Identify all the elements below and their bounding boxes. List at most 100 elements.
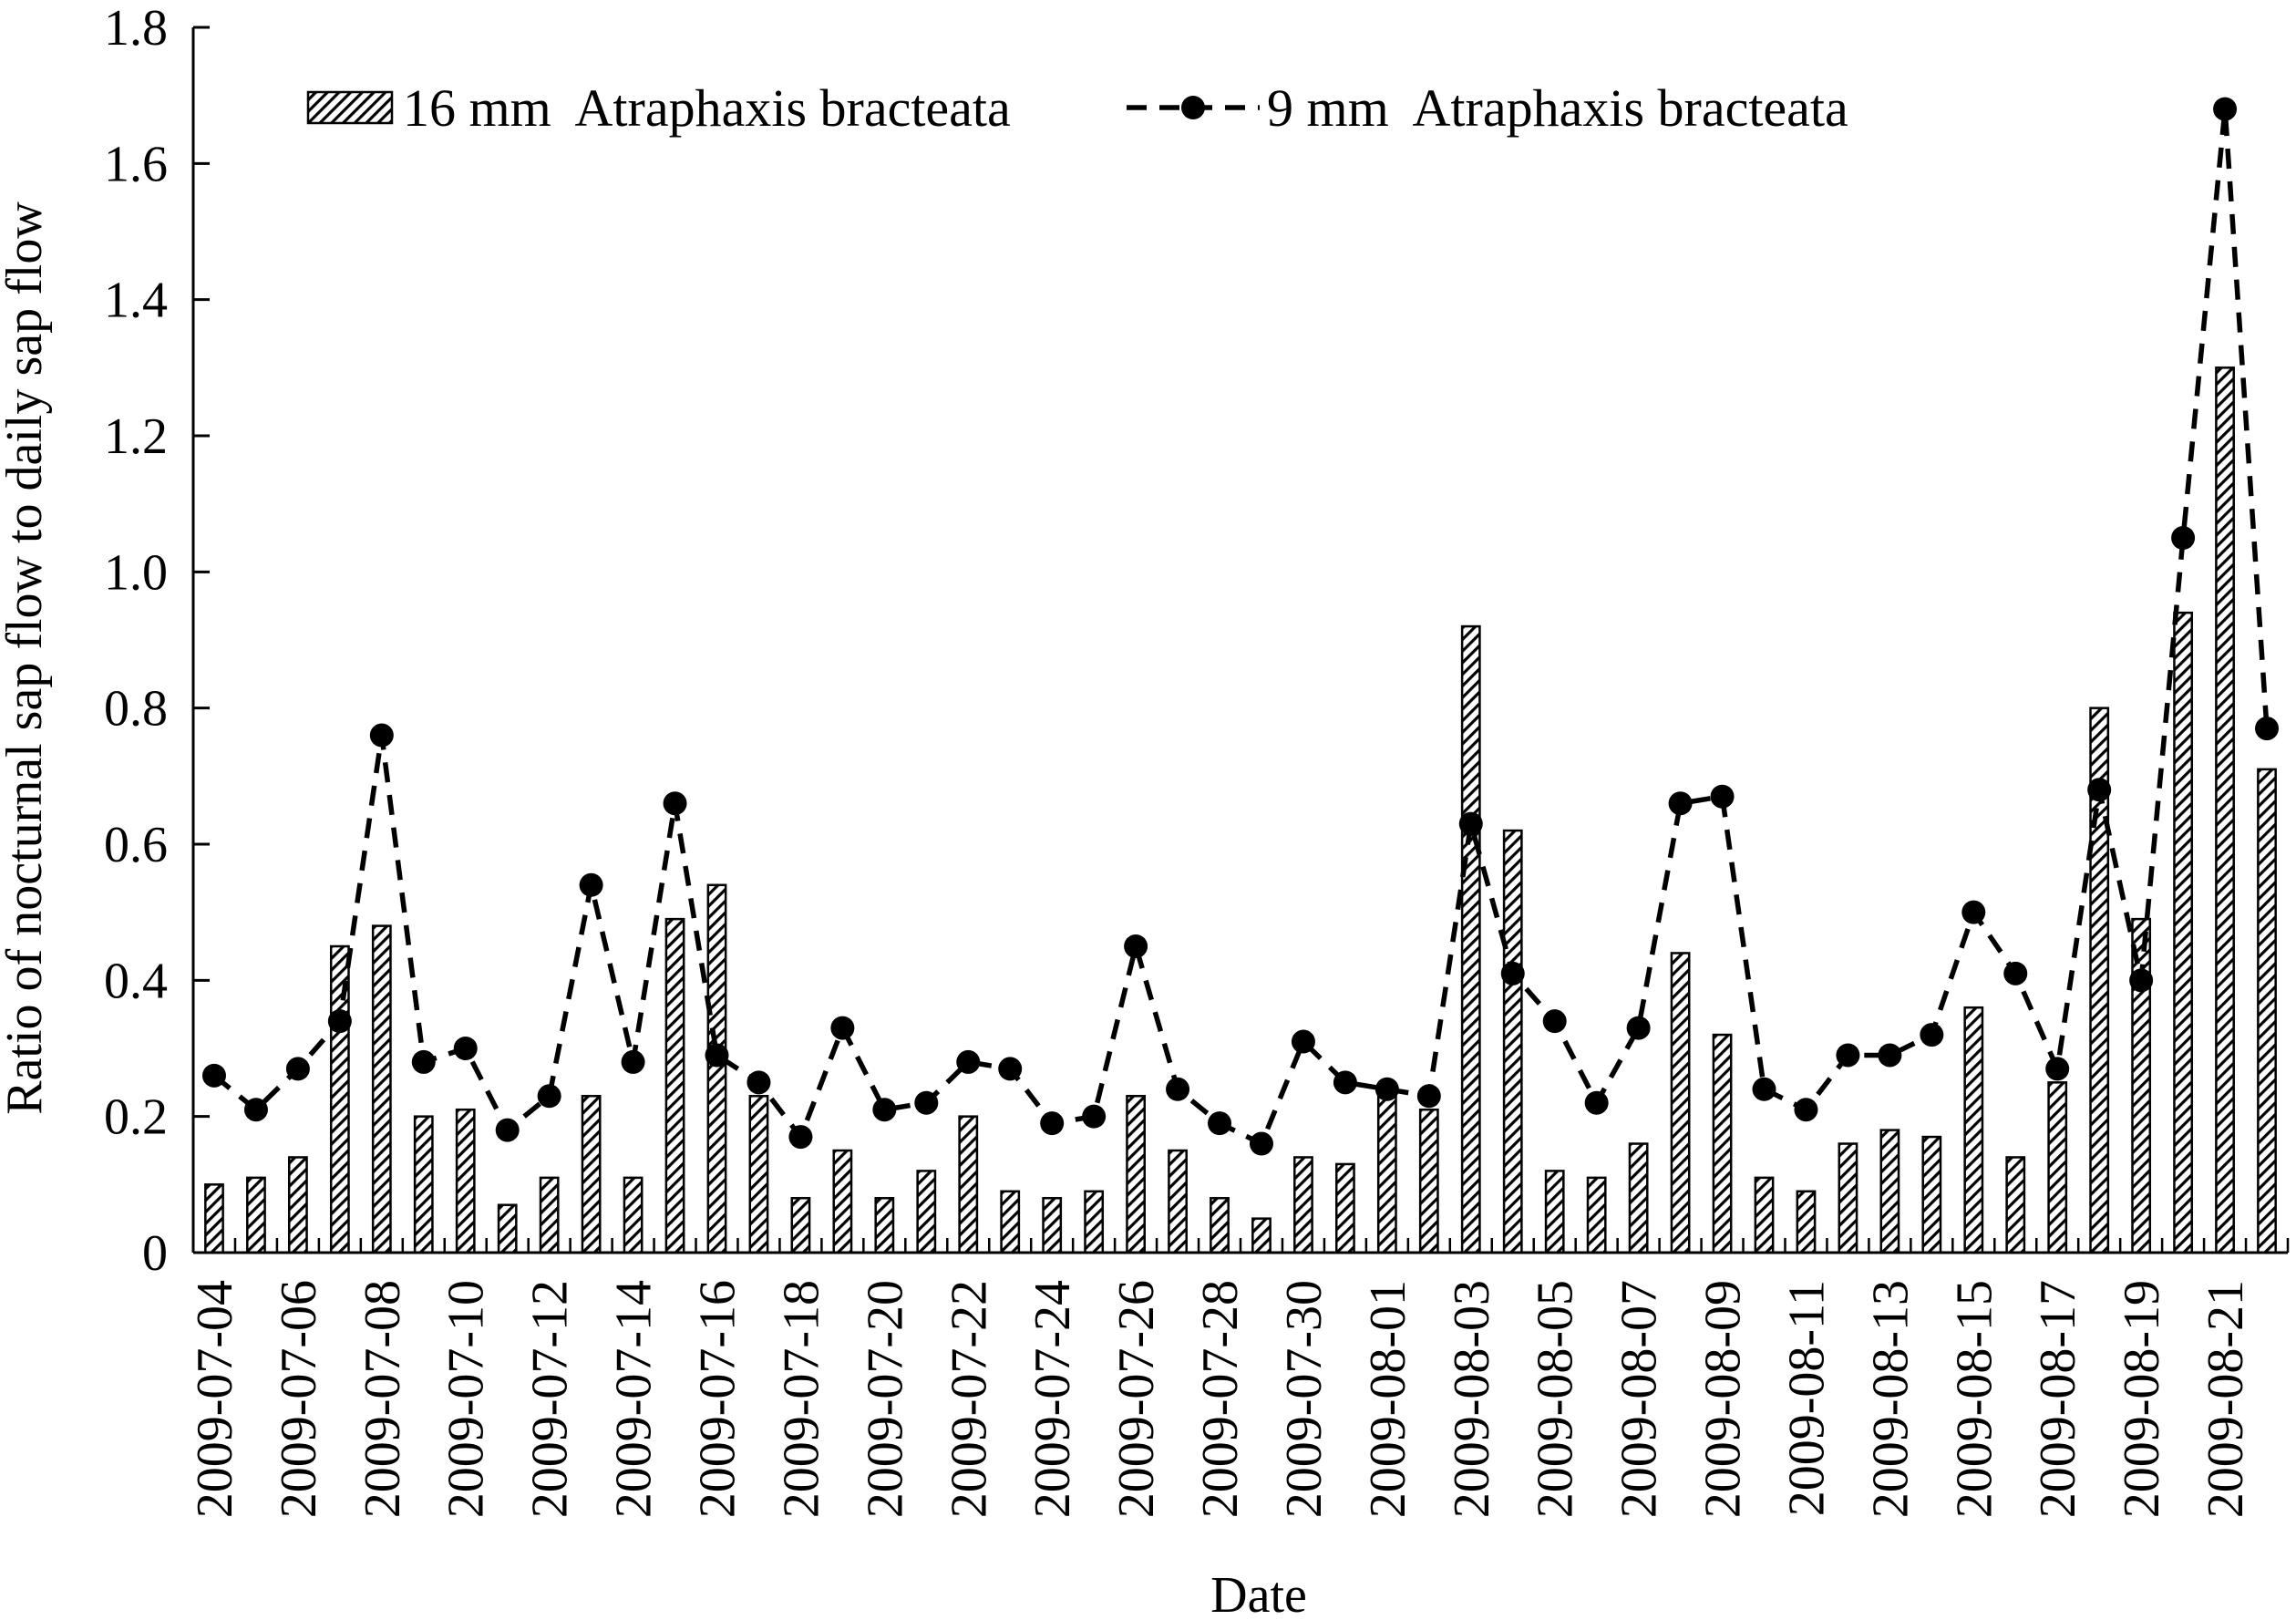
x-tick-label: 2009-08-01: [1360, 1280, 1416, 1518]
bar-16mm: [1210, 1197, 1230, 1254]
bar-16mm: [1168, 1149, 1188, 1254]
bar-16mm: [1126, 1095, 1147, 1254]
bar-16mm: [1000, 1190, 1021, 1254]
bar-16mm: [958, 1115, 979, 1254]
point-9mm: [495, 1118, 520, 1142]
x-tick-label: 2009-08-15: [1946, 1280, 2003, 1518]
point-9mm: [1626, 1016, 1651, 1040]
y-tick-label: 1.6: [104, 136, 168, 192]
x-tick-label: 2009-07-22: [941, 1280, 997, 1518]
x-tick-label: 2009-07-08: [355, 1280, 411, 1518]
bar-16mm: [664, 917, 685, 1254]
bar-16mm: [623, 1176, 643, 1254]
bar-16mm: [2215, 366, 2235, 1254]
y-tick-label: 0: [142, 1225, 168, 1282]
x-tick-label: 2009-07-12: [522, 1280, 579, 1518]
point-9mm: [1458, 811, 1483, 836]
bar-16mm: [2257, 768, 2277, 1254]
bar-16mm: [1460, 624, 1481, 1254]
point-9mm: [1584, 1090, 1609, 1115]
bar-16mm: [916, 1170, 937, 1254]
bar-16mm: [1334, 1162, 1355, 1254]
x-tick-label: 2009-07-30: [1276, 1280, 1333, 1518]
point-9mm: [2171, 526, 2196, 550]
point-9mm: [1208, 1111, 1232, 1136]
bar-16mm: [1084, 1190, 1105, 1254]
point-9mm: [243, 1098, 268, 1122]
bar-16mm: [1042, 1197, 1063, 1254]
point-9mm: [201, 1063, 226, 1088]
point-9mm: [1752, 1077, 1776, 1101]
point-9mm: [537, 1084, 561, 1109]
bar-16mm: [1670, 952, 1691, 1254]
point-9mm: [788, 1125, 813, 1150]
bar-16mm: [1796, 1190, 1817, 1254]
point-9mm: [1836, 1043, 1860, 1068]
bar-16mm: [287, 1156, 308, 1254]
bar-16mm: [204, 1183, 224, 1254]
y-tick-label: 1.2: [104, 408, 168, 465]
x-tick-label: 2009-08-19: [2114, 1280, 2170, 1518]
bar-16mm: [1879, 1129, 1900, 1254]
bar-16mm: [1293, 1156, 1313, 1254]
point-9mm: [2213, 97, 2238, 121]
point-9mm: [1542, 1009, 1567, 1034]
x-tick-label: 2009-08-05: [1528, 1280, 1584, 1518]
point-9mm: [1249, 1131, 1273, 1156]
axes: 0 0.2 0.4 0.6 0.8 1.0 1.2 1.4 1.6 1.8 2009-07-04 20…: [104, 0, 2290, 1518]
bar-16mm: [2047, 1081, 2068, 1254]
bar-16mm: [455, 1108, 476, 1254]
bar-16mm: [539, 1176, 560, 1254]
bar-16mm: [1502, 829, 1523, 1254]
point-9mm: [1166, 1077, 1190, 1101]
bar-16mm: [748, 1095, 769, 1254]
point-9mm: [1961, 900, 1986, 924]
bar-16mm: [413, 1115, 434, 1254]
legend-label-9mm: 9 mm Atraphaxis bracteata: [1267, 78, 1848, 138]
plot-area: [201, 97, 2280, 1254]
point-9mm: [1668, 791, 1693, 816]
point-9mm: [1375, 1077, 1399, 1101]
x-tick-label: 2009-07-24: [1024, 1280, 1081, 1518]
point-9mm: [663, 791, 687, 816]
y-tick-label: 1.0: [104, 544, 168, 601]
point-9mm: [2045, 1057, 2070, 1081]
point-9mm: [872, 1098, 897, 1122]
x-tick-label: 2009-08-17: [2030, 1280, 2086, 1518]
x-tick-label: 2009-07-10: [438, 1280, 495, 1518]
x-tick-label: 2009-08-03: [1444, 1280, 1500, 1518]
point-9mm: [621, 1049, 645, 1074]
point-9mm: [1291, 1029, 1315, 1054]
bar-16mm: [1376, 1095, 1397, 1254]
x-tick-label: 2009-08-21: [2198, 1280, 2254, 1518]
point-9mm: [1124, 934, 1148, 958]
point-9mm: [1878, 1043, 1902, 1068]
point-9mm: [1082, 1104, 1107, 1129]
point-9mm: [2087, 778, 2112, 802]
x-tick-label: 2009-08-07: [1611, 1280, 1668, 1518]
point-9mm: [453, 1037, 478, 1060]
legend-swatch-16mm: [306, 90, 394, 125]
y-tick-label: 0.6: [104, 817, 168, 873]
bar-16mm: [2173, 611, 2194, 1254]
bar-16mm: [706, 883, 727, 1254]
y-tick-label: 0.8: [104, 681, 168, 738]
point-9mm: [914, 1090, 939, 1115]
x-tick-label: 2009-08-11: [1779, 1280, 1836, 1516]
bar-16mm: [1921, 1135, 1942, 1254]
bar-16mm: [1544, 1170, 1565, 1254]
x-tick-label: 2009-07-16: [690, 1280, 746, 1518]
bar-16mm: [497, 1203, 518, 1254]
bar-16mm: [581, 1095, 602, 1254]
bar-16mm: [1251, 1217, 1272, 1254]
bar-16mm: [1963, 1006, 1984, 1254]
y-tick-label: 0.2: [104, 1089, 168, 1146]
x-tick-label: 2009-08-09: [1695, 1280, 1752, 1518]
bar-16mm: [1838, 1142, 1858, 1254]
point-9mm: [2255, 717, 2280, 741]
legend-label-16mm: 16 mm Atraphaxis bracteata: [403, 78, 1011, 138]
point-9mm: [2003, 961, 2028, 985]
legend-marker-9mm: [1181, 96, 1205, 119]
point-9mm: [1920, 1023, 1944, 1047]
bar-16mm: [790, 1197, 811, 1254]
